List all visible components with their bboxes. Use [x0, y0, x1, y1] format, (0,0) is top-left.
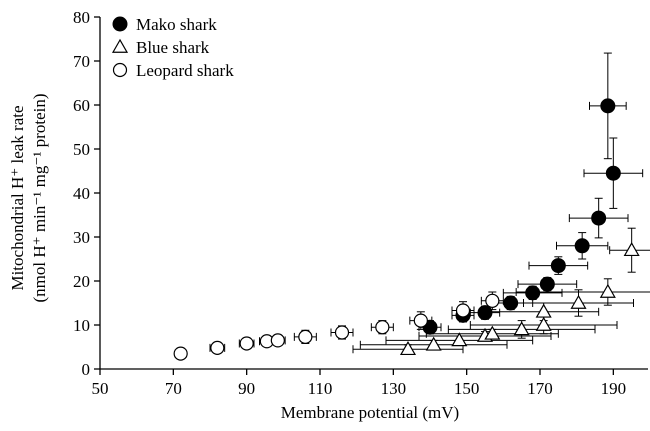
x-tick-label: 170	[527, 379, 553, 398]
y-tick-label: 30	[73, 228, 90, 247]
blue-shark-point	[623, 241, 640, 257]
blue-shark-point	[570, 294, 587, 309]
leopard-shark-point	[455, 303, 471, 318]
leopard-shark-point	[270, 333, 285, 348]
x-tick-label: 130	[381, 379, 407, 398]
blue-shark-point	[425, 336, 442, 351]
legend: Mako shark Blue shark Leopard shark	[111, 15, 234, 80]
y-axis-label-line1: Mitochondrial H⁺ leak rate	[8, 105, 27, 290]
blue-shark-point	[451, 332, 468, 347]
leopard-shark-point	[210, 340, 225, 355]
legend-entry: Blue shark	[136, 38, 210, 57]
y-tick-label: 10	[73, 316, 90, 335]
mako-shark-point	[574, 238, 590, 254]
mako-shark-point	[525, 285, 541, 301]
axes: 50 70 90 110 130 150 170 190 0 10 20 30 40 50 60 70 80	[73, 8, 648, 398]
y-tick-label: 70	[73, 52, 90, 71]
mako-shark-point	[591, 210, 607, 226]
mako-shark-point	[600, 98, 616, 114]
x-axis-label: Membrane potential (mV)	[281, 403, 459, 422]
leopard-shark-point	[485, 293, 500, 308]
blue-shark-point	[513, 321, 530, 336]
leopard-shark-point	[413, 313, 428, 328]
leopard-shark-point	[239, 336, 254, 351]
mako-shark-point	[539, 276, 555, 292]
leopard-shark-point	[173, 346, 188, 361]
mako-shark-point	[477, 305, 493, 321]
mako-shark-point	[503, 295, 519, 311]
leopard-shark-point	[298, 329, 313, 344]
blue-shark-point	[599, 283, 616, 298]
y-tick-label: 40	[73, 184, 90, 203]
y-tick-label: 20	[73, 272, 90, 291]
y-tick-label: 50	[73, 140, 90, 159]
blue-shark-point	[399, 340, 417, 356]
y-axis-label-line2: (nmol H⁺ min⁻¹ mg⁻¹ protein)	[30, 94, 49, 303]
y-tick-label: 0	[82, 360, 91, 379]
legend-marker-mako-shark-point	[112, 16, 128, 32]
leopard-shark-point	[375, 320, 390, 335]
legend-marker-blue-shark-point	[111, 38, 129, 53]
x-tick-label: 50	[92, 379, 109, 398]
y-tick-label: 80	[73, 8, 90, 27]
data-markers	[173, 98, 640, 361]
blue-shark-point	[484, 325, 501, 340]
x-tick-label: 110	[308, 379, 333, 398]
legend-marker-leopard-shark-point	[112, 62, 128, 78]
x-tick-label: 70	[165, 379, 182, 398]
x-axis-ticks: 50 70 90 110 130 150 170 190	[92, 369, 627, 398]
mako-shark-point	[550, 258, 566, 274]
mako-shark-point	[605, 165, 621, 181]
legend-entry: Mako shark	[136, 15, 217, 34]
y-tick-label: 60	[73, 96, 90, 115]
y-axis-ticks: 0 10 20 30 40 50 60 70 80	[73, 8, 100, 379]
legend-entry: Leopard shark	[136, 61, 234, 80]
blue-shark-point	[535, 316, 552, 331]
leopard-shark-point	[334, 325, 350, 340]
blue-shark-point	[535, 303, 552, 318]
x-tick-label: 90	[238, 379, 255, 398]
x-tick-label: 150	[454, 379, 480, 398]
error-bars	[174, 52, 650, 359]
x-tick-label: 190	[601, 379, 627, 398]
